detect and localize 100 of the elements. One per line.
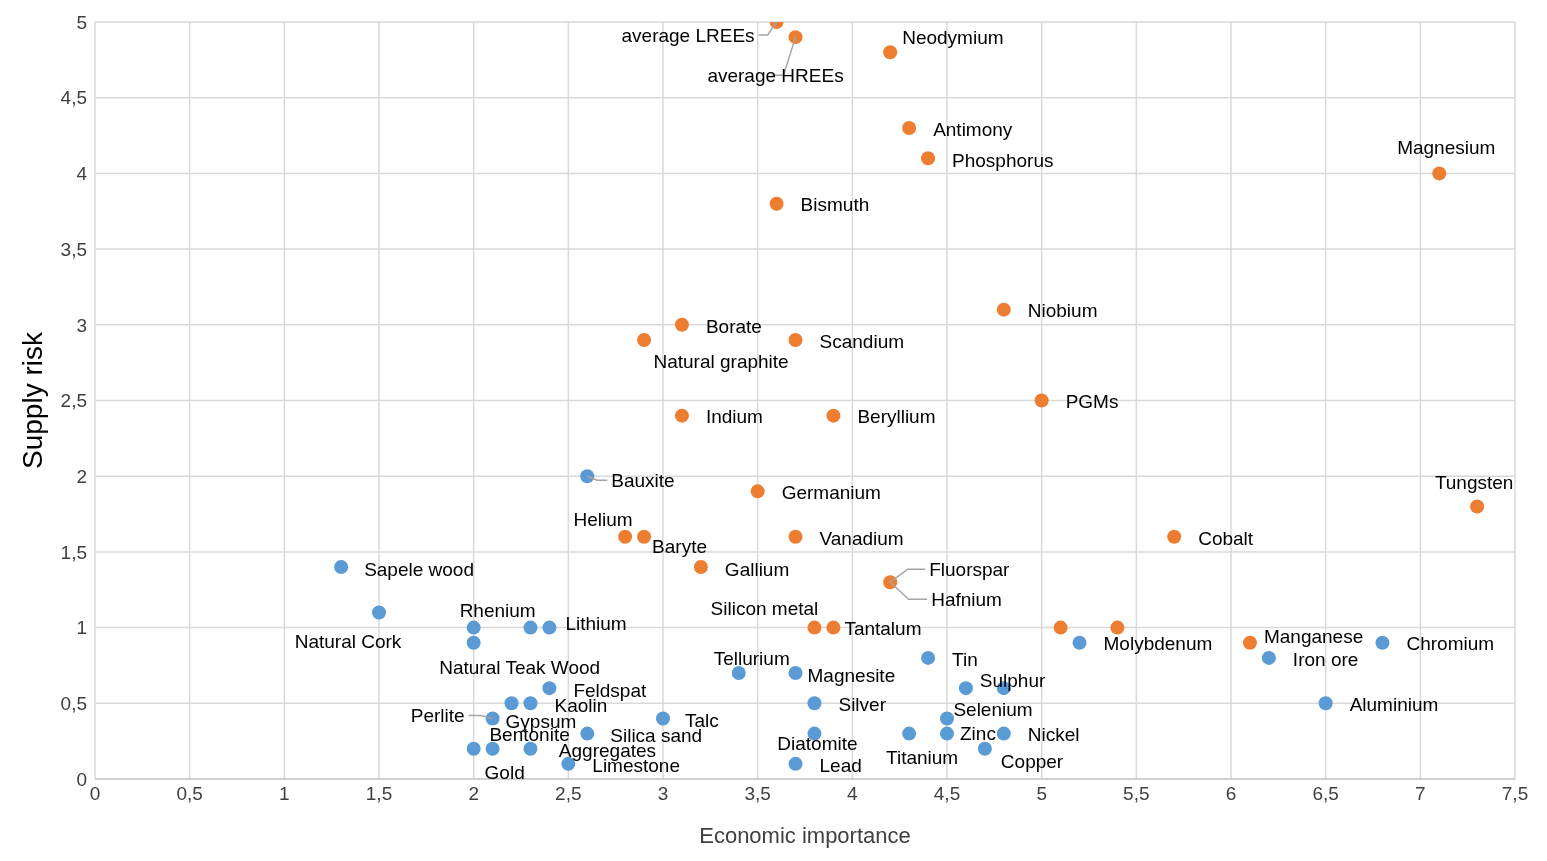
point — [1261, 650, 1276, 665]
annotation: Titanium — [886, 747, 959, 769]
point — [466, 741, 481, 756]
annotation: Rhenium — [459, 600, 536, 622]
point — [674, 317, 689, 332]
x-tick-label: 3 — [657, 783, 669, 805]
y-tick-label: 2 — [76, 465, 87, 487]
y-tick-label: 1,5 — [60, 541, 87, 563]
annotation: Silver — [838, 693, 887, 715]
annotation: Silicon metal — [710, 598, 819, 620]
point — [618, 529, 633, 544]
annotation: Chromium — [1406, 633, 1495, 655]
point — [523, 696, 538, 711]
point — [693, 560, 708, 575]
point — [466, 620, 481, 635]
y-tick-label: 0 — [76, 768, 87, 790]
annotation: Helium — [573, 509, 633, 531]
x-tick-label: 7 — [1415, 783, 1426, 805]
point — [674, 408, 689, 423]
point — [883, 45, 898, 60]
x-tick-label: 2,5 — [555, 783, 582, 805]
annotation: Nickel — [1027, 724, 1080, 746]
x-tick-label: 7,5 — [1501, 783, 1529, 805]
point — [334, 560, 349, 575]
y-tick-label: 1 — [76, 617, 87, 639]
point — [1432, 166, 1447, 181]
point — [485, 711, 500, 726]
point — [1318, 696, 1333, 711]
point — [977, 741, 992, 756]
annotation: Cobalt — [1198, 528, 1254, 550]
point — [1053, 620, 1068, 635]
x-tick-label: 5 — [1036, 783, 1047, 805]
point — [1034, 393, 1049, 408]
point — [826, 620, 841, 635]
point — [1072, 635, 1087, 650]
annotation: Borate — [705, 316, 762, 338]
point — [466, 635, 481, 650]
annotation: Natural Teak Wood — [439, 657, 601, 679]
y-axis-title: Supply risk — [16, 331, 48, 469]
point — [1110, 620, 1125, 635]
annotation: Beryllium — [857, 406, 936, 428]
x-tick-label: 5,5 — [1123, 783, 1150, 805]
y-tick-label: 5 — [76, 11, 87, 33]
annotation: Tellurium — [713, 647, 790, 669]
point — [788, 756, 803, 771]
annotation: Copper — [1000, 751, 1064, 773]
point — [921, 650, 936, 665]
annotation: Gold — [484, 762, 525, 784]
point — [958, 681, 973, 696]
point — [750, 484, 765, 499]
annotation: Aluminium — [1349, 693, 1439, 715]
y-tick-label: 4 — [76, 163, 88, 185]
point — [1375, 635, 1390, 650]
point — [996, 302, 1011, 317]
annotation: Niobium — [1027, 300, 1098, 322]
point — [542, 681, 557, 696]
annotation: Scandium — [819, 331, 905, 353]
annotation: Molybdenum — [1103, 633, 1213, 655]
point — [580, 469, 595, 484]
point — [807, 620, 822, 635]
annotation: Magnesium — [1397, 136, 1496, 158]
annotation: Lead — [819, 755, 862, 777]
point — [1242, 635, 1257, 650]
annotation: Phosphorus — [952, 149, 1054, 171]
point — [1470, 499, 1485, 514]
point — [523, 620, 538, 635]
point — [542, 620, 557, 635]
x-tick-label: 1,5 — [365, 783, 393, 805]
point — [788, 529, 803, 544]
point — [807, 696, 822, 711]
point — [996, 726, 1011, 741]
annotation: Manganese — [1263, 626, 1364, 648]
point — [940, 726, 954, 741]
x-tick-label: 3,5 — [744, 783, 771, 805]
point — [637, 529, 652, 544]
annotation: Magnesite — [807, 664, 896, 686]
point — [485, 741, 500, 756]
point — [580, 726, 595, 741]
point — [940, 711, 954, 726]
x-tick-label: 2 — [468, 783, 479, 805]
point — [731, 666, 746, 681]
point — [1167, 529, 1182, 544]
point — [788, 666, 803, 681]
annotation: Natural graphite — [653, 351, 789, 373]
point — [769, 196, 784, 211]
point — [372, 605, 386, 620]
annotation: Natural Cork — [294, 630, 402, 652]
point — [902, 726, 917, 741]
annotation: Selenium — [953, 698, 1033, 720]
point — [656, 711, 670, 726]
y-tick-label: 0,5 — [60, 693, 87, 715]
y-tick-label: 4,5 — [60, 87, 87, 109]
x-tick-label: 4,5 — [933, 783, 961, 805]
annotation: Antimony — [933, 119, 1013, 141]
annotation: Tungsten — [1434, 471, 1514, 493]
point — [921, 151, 936, 166]
annotation: Gallium — [724, 558, 790, 580]
annotation: Bauxite — [611, 469, 675, 491]
x-tick-label: 4 — [847, 783, 859, 805]
x-axis-title: Economic importance — [699, 823, 911, 848]
